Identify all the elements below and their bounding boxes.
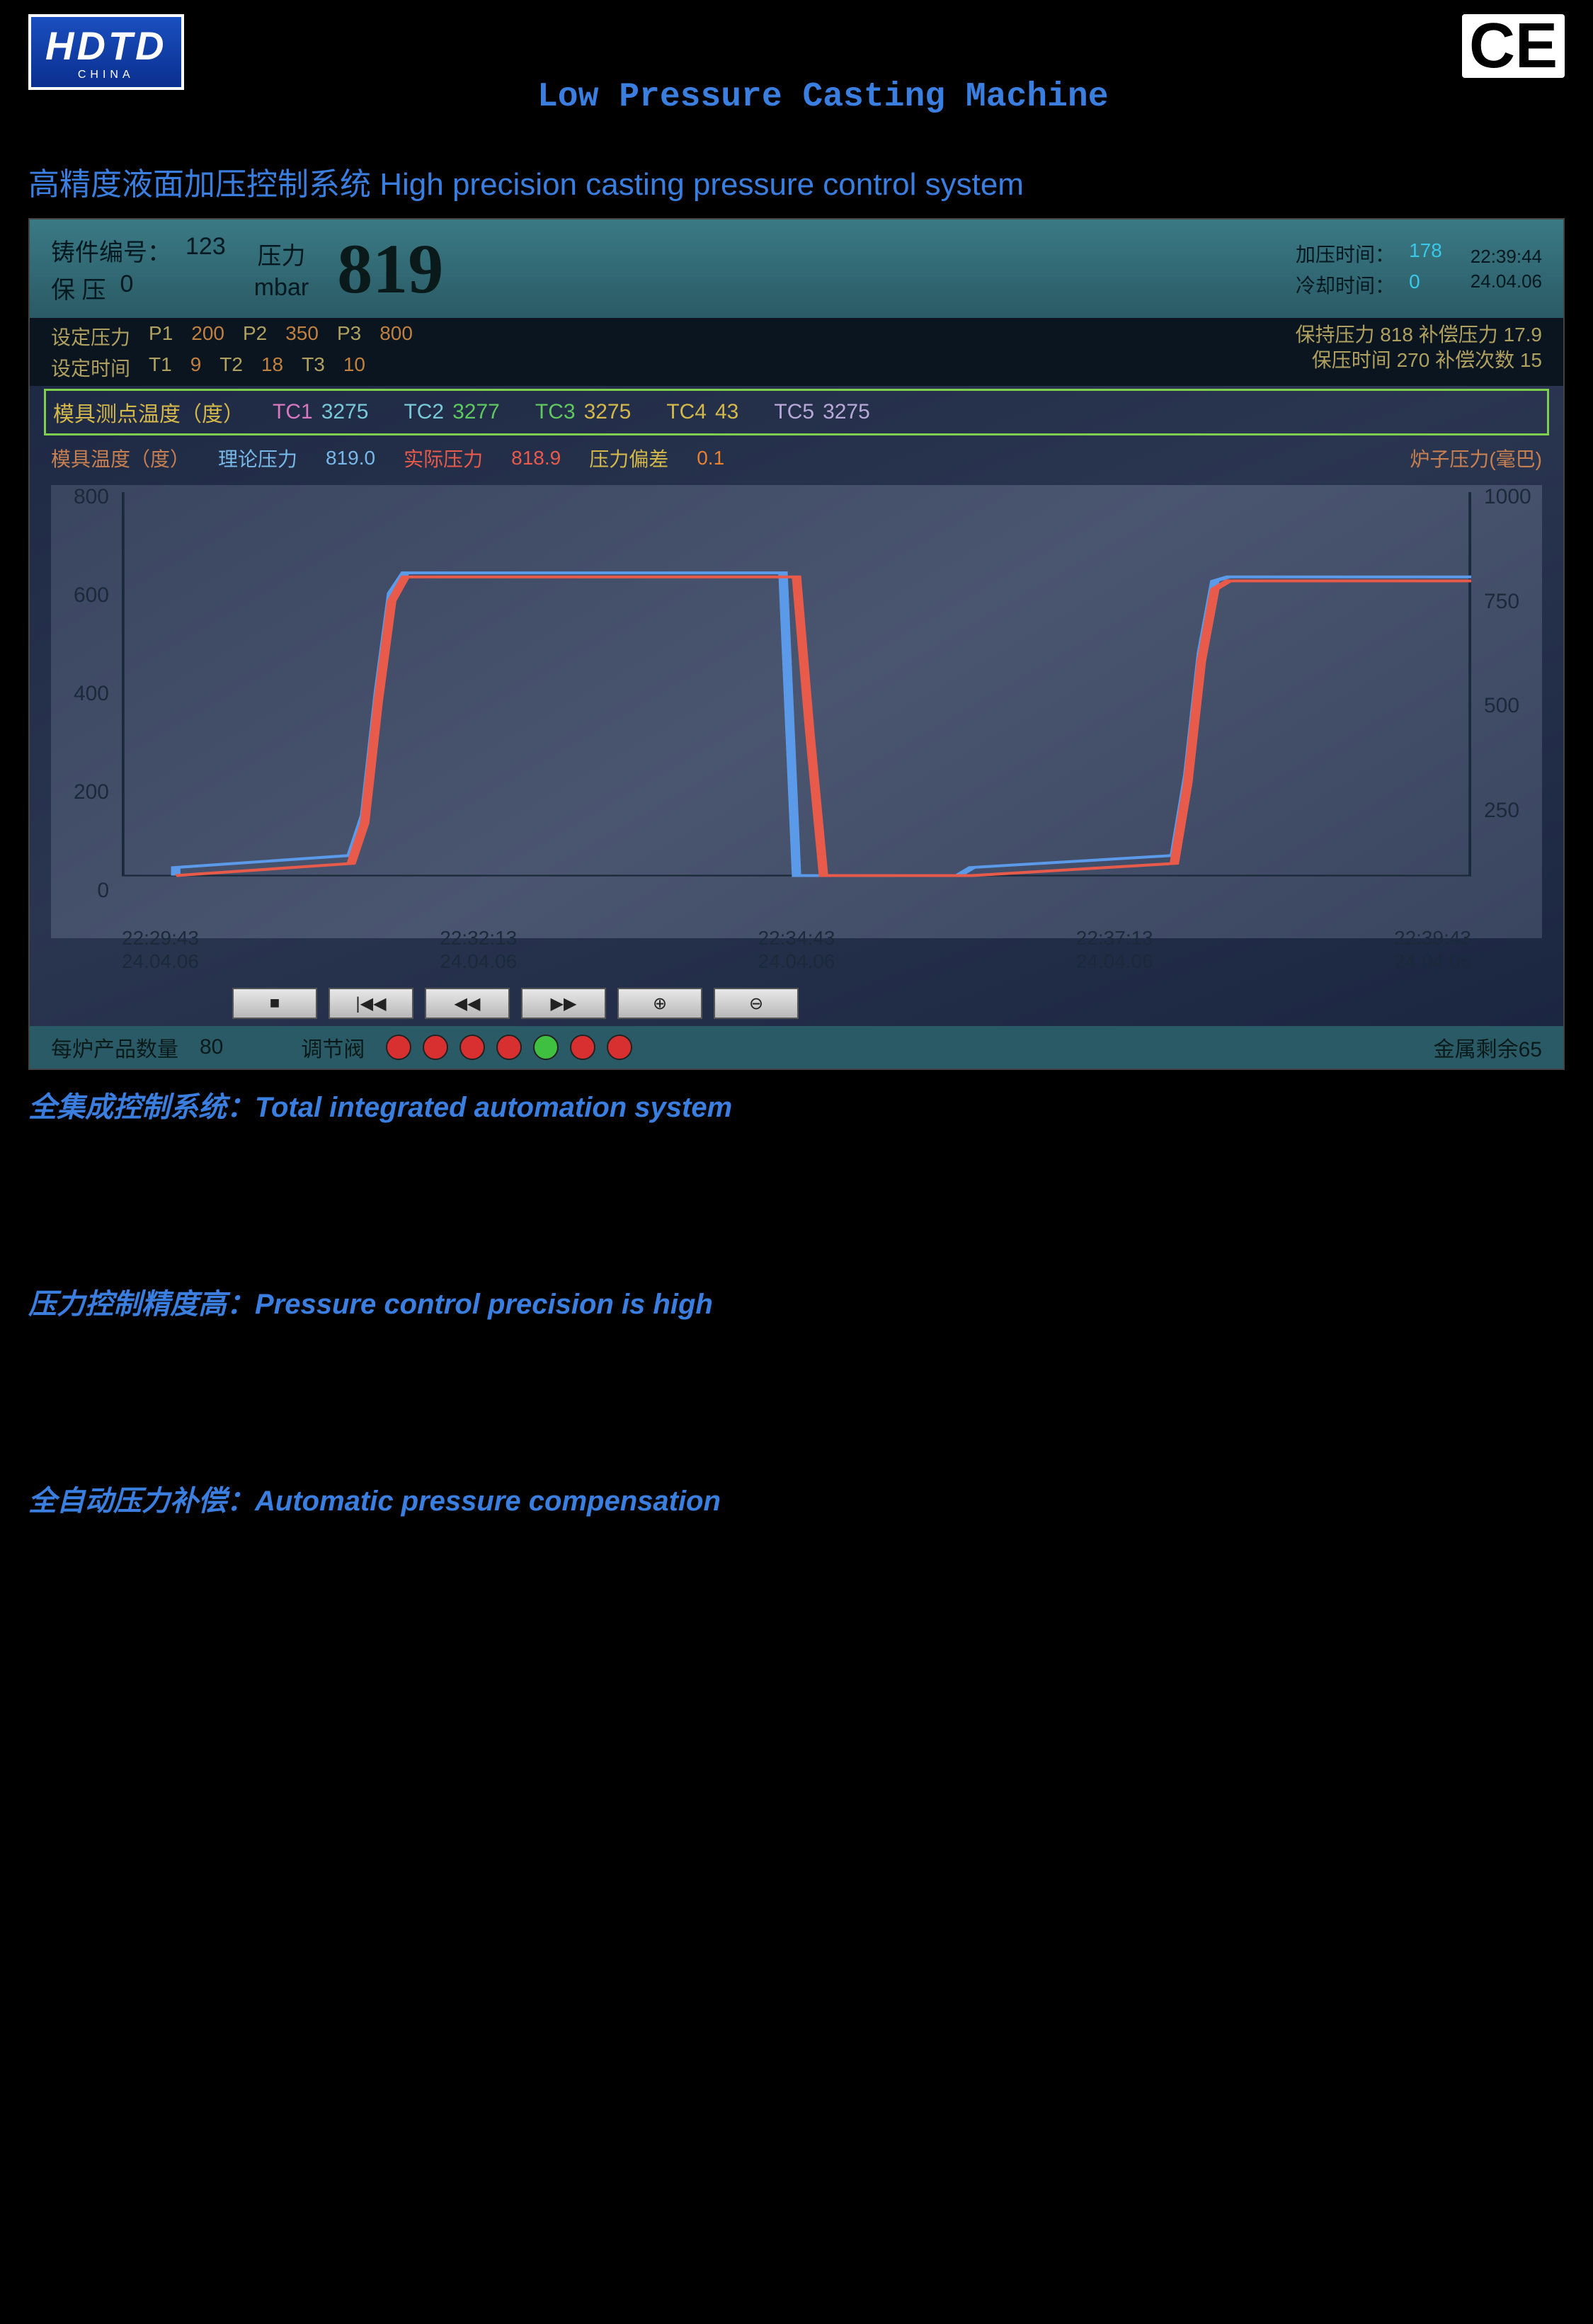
hmi-setpoints: 设定压力 P1 200 P2 350 P3 800 设定时间 T1 9 T2 18 T3 1… (30, 318, 1563, 386)
tc-reading: TC13275 (273, 400, 368, 424)
actual-press-val: 818.9 (511, 447, 561, 469)
valve-label: 调节阀 (301, 1032, 365, 1063)
hold-press-info: 保持压力 818 补偿压力 17.9 (1295, 322, 1542, 348)
furnace-press-label: 炉子压力(毫巴) (1410, 444, 1542, 472)
set-time-label: 设定时间 (51, 353, 130, 382)
t3-val: 10 (343, 353, 365, 382)
hold-time-info: 保压时间 270 补偿次数 15 (1295, 348, 1542, 373)
x-tick: 22:29:4324.04.06 (122, 926, 199, 974)
chart-plot-area (122, 492, 1471, 896)
valve-dot (459, 1035, 485, 1060)
actual-press-label: 实际压力 (404, 444, 483, 472)
logo-text: HDTD (45, 23, 167, 69)
hold-value: 0 (120, 270, 133, 305)
set-pressure-label: 设定压力 (51, 322, 130, 351)
heat-time-value: 178 (1409, 239, 1442, 268)
player-btn-0[interactable]: ■ (232, 988, 317, 1019)
player-btn-1[interactable]: |◀◀ (329, 988, 413, 1019)
p3-label: P3 (337, 322, 361, 351)
hmi-screenshot: 铸件编号： 123 保 压 0 压力 mbar 819 加压时间： 178 (28, 218, 1565, 1070)
section-3-title: 全自动压力补偿：Automatic pressure compensation (0, 1464, 1593, 1533)
brand-logo: HDTD CHINA (28, 14, 184, 90)
p1-val: 200 (191, 322, 224, 351)
player-btn-3[interactable]: ▶▶ (521, 988, 606, 1019)
section-1-body (0, 1139, 1593, 1267)
player-btn-2[interactable]: ◀◀ (425, 988, 510, 1019)
hmi-bottom-bar: 每炉产品数量 80 调节阀 金属剩余65 (30, 1026, 1563, 1069)
p2-label: P2 (243, 322, 267, 351)
pressure-value: 819 (337, 228, 443, 309)
hmi-stats-bar: 模具温度（度） 理论压力 819.0 实际压力 818.9 压力偏差 0.1 炉… (30, 438, 1563, 478)
press-dev-val: 0.1 (697, 447, 724, 469)
p3-val: 800 (379, 322, 413, 351)
x-tick: 22:37:1324.04.06 (1076, 926, 1153, 974)
section-hmi-title: 高精度液面加压控制系统 High precision casting press… (0, 123, 1593, 218)
x-axis: 22:29:4324.04.06 22:32:1324.04.06 22:34:43… (122, 926, 1471, 974)
ce-mark: CE (1462, 14, 1565, 78)
t2-label: T2 (219, 353, 243, 382)
tc-header: 模具测点温度（度） (53, 397, 244, 428)
valve-dot (570, 1035, 595, 1060)
heat-time-label: 加压时间： (1296, 239, 1395, 268)
tc-reading: TC53275 (774, 400, 869, 424)
tc-reading: TC443 (666, 400, 738, 424)
pressure-chart: 8006004002000 1000750500250 22:29:4324.0… (51, 485, 1542, 938)
tc-reading: TC23277 (404, 400, 499, 424)
valve-indicators (386, 1035, 632, 1060)
t1-label: T1 (149, 353, 172, 382)
valve-dot (386, 1035, 411, 1060)
part-no-value: 123 (185, 233, 226, 268)
p2-val: 350 (285, 322, 319, 351)
mold-temp-label: 模具温度（度） (51, 444, 190, 472)
valve-dot (496, 1035, 522, 1060)
x-tick: 22:34:4324.04.06 (758, 926, 835, 974)
section-1-title: 全集成控制系统：Total integrated automation syst… (0, 1070, 1593, 1139)
cool-time-value: 0 (1409, 270, 1420, 299)
page-header: HDTD CHINA Low Pressure Casting Machine … (0, 0, 1593, 123)
section-2-body (0, 1336, 1593, 1464)
per-furnace-val: 80 (200, 1035, 223, 1059)
section-2-title: 压力控制精度高：Pressure control precision is hi… (0, 1267, 1593, 1336)
pressure-label: 压力 (257, 237, 305, 271)
clock-date: 24.04.06 (1471, 270, 1542, 292)
t2-val: 18 (261, 353, 283, 382)
clock-time: 22:39:44 (1471, 246, 1542, 268)
valve-dot (533, 1035, 559, 1060)
p1-label: P1 (149, 322, 173, 351)
x-tick: 22:32:1324.04.06 (440, 926, 517, 974)
y-axis-left: 8006004002000 (51, 485, 115, 903)
section-3-body (0, 1533, 1593, 1661)
part-no-label: 铸件编号： (51, 233, 171, 268)
metal-remaining: 金属剩余65 (1434, 1032, 1542, 1063)
t3-label: T3 (302, 353, 325, 382)
theo-press-label: 理论压力 (218, 444, 297, 472)
chart-svg (122, 492, 1471, 896)
player-btn-5[interactable]: ⊖ (714, 988, 799, 1019)
pressure-unit: mbar (254, 274, 309, 302)
valve-dot (423, 1035, 448, 1060)
player-btn-4[interactable]: ⊕ (617, 988, 702, 1019)
press-dev-label: 压力偏差 (589, 444, 668, 472)
theo-press-val: 819.0 (326, 447, 375, 469)
hmi-top-bar: 铸件编号： 123 保 压 0 压力 mbar 819 加压时间： 178 (30, 220, 1563, 318)
logo-subtext: CHINA (45, 69, 167, 81)
t1-val: 9 (190, 353, 202, 382)
page-title: Low Pressure Casting Machine (212, 14, 1434, 116)
hold-label: 保 压 (51, 270, 105, 305)
thermocouple-bar: 模具测点温度（度） TC13275 TC23277 TC33275 TC443 TC53… (44, 389, 1549, 435)
x-tick: 22:39:4324.04.06 (1394, 926, 1471, 974)
y-axis-right: 1000750500250 (1478, 485, 1542, 903)
valve-dot (607, 1035, 632, 1060)
cool-time-label: 冷却时间： (1296, 270, 1395, 299)
per-furnace-label: 每炉产品数量 (51, 1032, 178, 1063)
tc-reading: TC33275 (535, 400, 631, 424)
